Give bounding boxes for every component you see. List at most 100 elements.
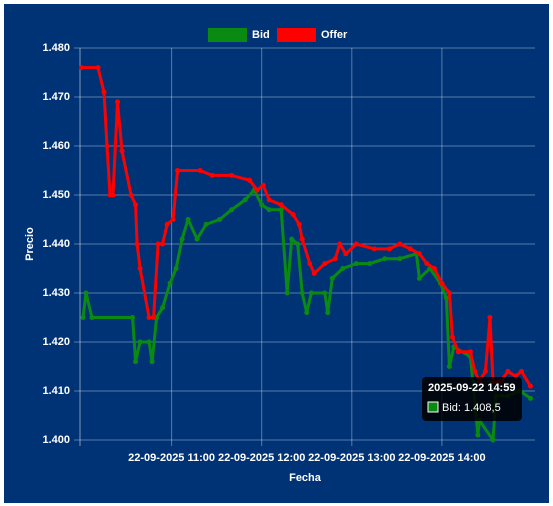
data-point — [487, 315, 493, 320]
data-point — [332, 256, 338, 262]
data-point — [197, 168, 203, 173]
data-point — [472, 368, 478, 374]
data-point — [397, 256, 403, 262]
data-point — [311, 270, 317, 276]
data-point — [527, 383, 533, 389]
data-point — [119, 148, 125, 154]
data-point — [482, 368, 488, 374]
data-point — [475, 432, 481, 438]
data-point — [446, 364, 452, 369]
data-point — [416, 251, 422, 257]
data-point — [367, 261, 373, 267]
data-point — [203, 221, 209, 227]
data-point — [295, 241, 301, 247]
data-point — [133, 359, 139, 365]
x-tick-label: 22-09-2025 13:00 — [308, 452, 395, 464]
data-point — [340, 266, 346, 271]
y-tick-label: 1.400 — [42, 434, 70, 446]
data-point — [284, 290, 290, 296]
data-point — [518, 368, 524, 374]
data-point — [490, 437, 496, 443]
data-point — [229, 207, 235, 213]
data-point — [137, 339, 143, 345]
data-point — [343, 251, 349, 257]
data-point — [146, 315, 152, 320]
data-point — [278, 207, 284, 213]
data-point — [175, 168, 181, 173]
data-point — [308, 290, 314, 296]
legend-label: Bid — [252, 29, 270, 41]
data-point — [296, 221, 302, 227]
data-point — [128, 192, 134, 198]
data-point — [209, 172, 215, 178]
y-tick-label: 1.450 — [42, 189, 70, 201]
data-point — [299, 290, 305, 296]
data-point — [266, 197, 272, 203]
data-point — [160, 305, 166, 311]
data-point — [95, 65, 101, 71]
legend-swatch — [208, 28, 247, 42]
data-point — [322, 290, 328, 296]
data-point — [160, 241, 166, 247]
data-point — [307, 261, 313, 267]
data-point — [167, 280, 173, 286]
x-tick-label: 22-09-2025 11:00 — [128, 452, 215, 464]
data-point — [146, 339, 152, 345]
data-point — [266, 207, 272, 213]
data-point — [115, 99, 121, 105]
data-point — [386, 246, 392, 252]
data-point — [110, 192, 116, 198]
data-point — [527, 395, 533, 401]
y-tick-label: 1.420 — [42, 336, 70, 348]
data-point — [137, 266, 143, 271]
data-point — [151, 315, 157, 320]
data-point — [431, 266, 437, 271]
y-tick-label: 1.470 — [42, 91, 70, 103]
data-point — [322, 261, 328, 267]
data-point — [382, 256, 388, 262]
y-tick-label: 1.410 — [42, 385, 70, 397]
legend-label: Offer — [321, 29, 348, 41]
tooltip: 2025-09-22 14:59 Bid: 1.408,5 — [422, 377, 522, 421]
data-point — [416, 275, 422, 281]
x-tick-label: 22-09-2025 12:00 — [218, 452, 305, 464]
data-point — [80, 315, 86, 320]
data-point — [229, 172, 235, 178]
data-point — [407, 246, 413, 252]
data-point — [304, 310, 310, 316]
data-point — [329, 275, 335, 281]
data-point — [353, 241, 359, 247]
series-line — [81, 188, 532, 442]
data-point — [289, 236, 295, 242]
chart-background — [4, 4, 549, 503]
tooltip-box — [422, 377, 522, 421]
data-point — [83, 290, 89, 296]
y-tick-label: 1.440 — [42, 238, 70, 250]
y-axis-title: Precio — [24, 227, 36, 261]
data-point — [185, 217, 191, 222]
data-point — [247, 177, 253, 183]
data-point — [217, 217, 223, 222]
data-point — [173, 266, 179, 271]
data-point — [443, 295, 449, 301]
data-point — [397, 241, 403, 247]
data-point — [133, 202, 139, 208]
data-point — [325, 310, 331, 316]
data-point — [259, 202, 265, 208]
data-point — [424, 261, 430, 267]
data-point — [134, 241, 140, 247]
data-point — [371, 246, 377, 252]
data-point — [149, 359, 155, 365]
data-point — [337, 241, 343, 247]
tooltip-title: 2025-09-22 14:59 — [428, 382, 515, 394]
y-tick-label: 1.430 — [42, 287, 70, 299]
data-point — [79, 65, 85, 71]
data-point — [505, 368, 511, 374]
data-point — [104, 143, 110, 149]
data-point — [155, 241, 161, 247]
y-tick-label: 1.460 — [42, 140, 70, 152]
data-point — [254, 187, 260, 193]
data-point — [290, 212, 296, 218]
data-point — [449, 334, 455, 340]
